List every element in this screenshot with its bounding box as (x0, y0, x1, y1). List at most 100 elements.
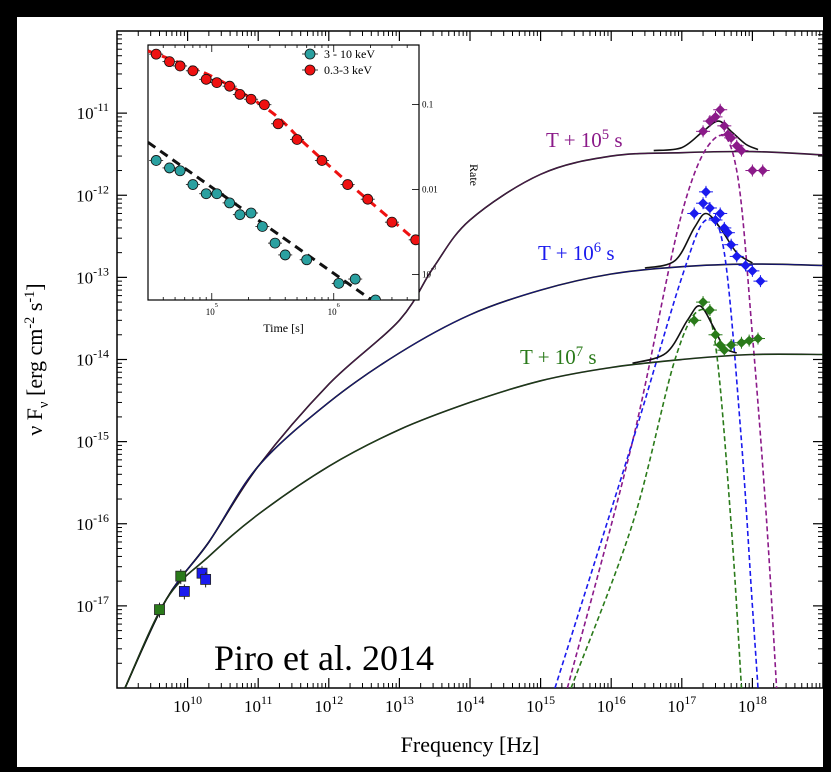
inset-data-point (349, 273, 361, 285)
inset-y-axis-title: Rate (467, 164, 481, 186)
inset-data-point (258, 99, 270, 111)
inset-series-1 (148, 141, 383, 300)
inset-data-point (211, 188, 223, 200)
data-point (757, 165, 768, 176)
inset-data-point (224, 80, 235, 92)
data-point (710, 214, 721, 225)
data-point (689, 208, 700, 219)
inset-data-point (279, 249, 291, 261)
inset-series-2 (148, 48, 419, 246)
inset-data-point (187, 179, 199, 190)
legend-marker (304, 64, 316, 76)
data-point (719, 120, 730, 131)
series-2 (124, 185, 823, 688)
inset-chart: 105 106 0.1 0.01 10-3 Time [s] Rate 3 - 10 keV 0… (147, 44, 481, 335)
data-point (755, 276, 766, 287)
main-plot-area (124, 103, 823, 688)
data-point (700, 186, 711, 197)
inset-data-point (370, 294, 381, 300)
data-point (698, 126, 709, 137)
inset-data-point (174, 60, 186, 72)
inset-data-point (333, 277, 345, 289)
x-axis-title: Frequency [Hz] (401, 732, 540, 757)
inset-data-point (150, 48, 162, 60)
model-curve-tint (124, 263, 823, 688)
inset-x-axis-title: Time [s] (263, 321, 304, 335)
radio-point (200, 574, 212, 585)
inset-data-point (410, 234, 419, 246)
data-point (704, 202, 715, 213)
y-axis-title: ν Fν [erg cm-2 s-1] (22, 283, 52, 435)
data-point (698, 297, 709, 308)
radio-point (175, 570, 187, 582)
series-3 (124, 296, 823, 688)
x-tick-label: 1012 (314, 693, 343, 716)
data-point (726, 340, 737, 351)
inset-data-point (301, 254, 313, 266)
series-label: T + 105 s (546, 127, 623, 152)
y-tick-label: 10-17 (76, 593, 109, 616)
inset-data-point (187, 65, 199, 77)
data-point (710, 111, 721, 122)
inset-data-point (150, 155, 162, 166)
x-tick-label: 1013 (385, 693, 414, 716)
inset-data-point (200, 73, 212, 85)
inset-data-point (362, 193, 374, 205)
legend-label: 3 - 10 keV (324, 47, 375, 61)
data-point (726, 132, 737, 143)
inset-legend: 3 - 10 keV 0.3-3 keV (302, 47, 375, 77)
inset-data-point (256, 221, 268, 232)
model-curve-total (653, 120, 759, 152)
legend-label: 0.3-3 keV (324, 63, 372, 77)
x-tick-label: 1010 (173, 693, 202, 716)
inset-data-point (342, 179, 354, 190)
y-tick-label: 10-16 (76, 511, 109, 534)
inset-right-tick-label: 0.01 (422, 184, 438, 194)
data-point (689, 315, 700, 326)
inset-data-point (272, 118, 284, 130)
model-curve-tint (124, 353, 823, 688)
inset-data-point (316, 155, 328, 166)
x-tick-label: 1014 (456, 693, 485, 716)
y-tick-label: 10-13 (76, 264, 109, 287)
radio-point (154, 604, 165, 616)
inset-x-tick-label: 106 (328, 302, 340, 317)
inset-data-point (164, 162, 175, 174)
series-label: T + 106 s (538, 240, 615, 265)
x-tick-label: 1011 (244, 693, 273, 716)
y-tick-label: 10-12 (76, 182, 109, 205)
inset-data-point (224, 197, 235, 209)
inset-data-point (291, 134, 303, 145)
inset-data-point (269, 237, 281, 249)
x-tick-label: 1015 (526, 693, 555, 716)
radio-point (178, 586, 190, 597)
data-point (736, 145, 747, 156)
y-tick-label: 10-14 (76, 347, 109, 370)
inset-data-point (386, 216, 398, 228)
data-point (731, 251, 742, 262)
inset-plot-area (148, 48, 419, 300)
inset-data-point (245, 207, 257, 219)
y-tick-label: 10-15 (76, 429, 109, 452)
inset-data-point (174, 165, 186, 177)
data-point (747, 165, 758, 176)
inset-data-point (234, 209, 246, 221)
inset-data-point (234, 89, 246, 100)
x-tick-label: 1018 (738, 693, 767, 716)
data-point (710, 329, 721, 340)
x-tick-label: 1017 (667, 693, 696, 716)
series-label: T + 107 s (520, 344, 597, 369)
data-point (726, 239, 737, 250)
inset-x-tick-label: 105 (206, 302, 218, 317)
inset-right-tick-label: 0.1 (422, 99, 433, 109)
inset-fit-line (148, 49, 419, 245)
data-point (715, 208, 726, 219)
data-point (704, 305, 715, 316)
legend-marker (304, 48, 316, 60)
model-curve-dashed (566, 134, 778, 688)
data-point (722, 227, 733, 238)
data-point (698, 198, 709, 209)
data-point (715, 104, 726, 115)
data-point (719, 345, 730, 356)
